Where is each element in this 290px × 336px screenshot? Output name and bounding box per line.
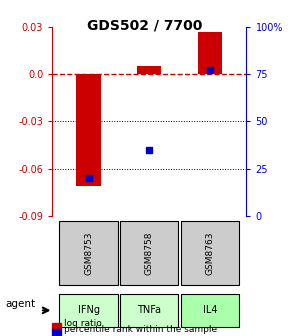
Text: agent: agent [6, 299, 36, 309]
Text: GSM8763: GSM8763 [206, 232, 215, 276]
FancyBboxPatch shape [59, 294, 118, 327]
FancyBboxPatch shape [120, 294, 178, 327]
Bar [137, 66, 162, 74]
Text: GSM8753: GSM8753 [84, 232, 93, 276]
FancyBboxPatch shape [181, 221, 239, 285]
Text: IFNg: IFNg [78, 305, 100, 316]
Bar [77, 74, 101, 186]
Text: TNFa: TNFa [137, 305, 161, 316]
Text: IL4: IL4 [203, 305, 217, 316]
Text: GDS502 / 7700: GDS502 / 7700 [87, 18, 203, 33]
Bar [198, 32, 222, 74]
FancyBboxPatch shape [120, 221, 178, 285]
FancyBboxPatch shape [59, 221, 118, 285]
Text: GSM8758: GSM8758 [145, 232, 154, 276]
FancyBboxPatch shape [181, 294, 239, 327]
Text: percentile rank within the sample: percentile rank within the sample [64, 325, 217, 334]
Text: log ratio: log ratio [64, 319, 102, 328]
